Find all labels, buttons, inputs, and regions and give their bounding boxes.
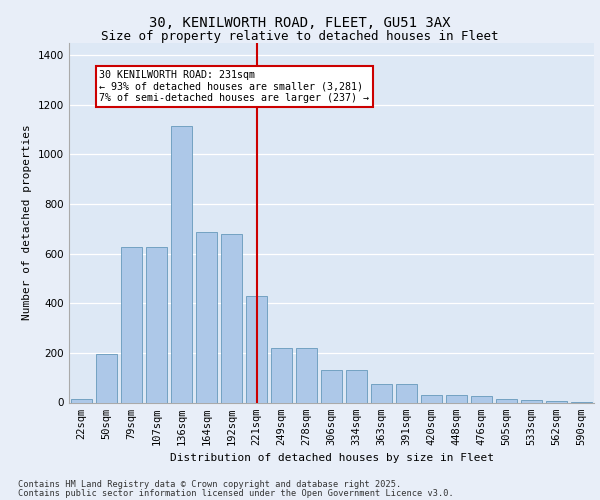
Text: 30 KENILWORTH ROAD: 231sqm
← 93% of detached houses are smaller (3,281)
7% of se: 30 KENILWORTH ROAD: 231sqm ← 93% of deta… — [99, 70, 369, 103]
Text: Size of property relative to detached houses in Fleet: Size of property relative to detached ho… — [101, 30, 499, 43]
Text: Contains public sector information licensed under the Open Government Licence v3: Contains public sector information licen… — [18, 488, 454, 498]
X-axis label: Distribution of detached houses by size in Fleet: Distribution of detached houses by size … — [170, 453, 493, 463]
Bar — [371, 384, 392, 402]
Bar — [446, 395, 467, 402]
Bar — [96, 354, 117, 403]
Bar — [196, 232, 217, 402]
Bar — [271, 348, 292, 403]
Bar — [496, 399, 517, 402]
Text: 30, KENILWORTH ROAD, FLEET, GU51 3AX: 30, KENILWORTH ROAD, FLEET, GU51 3AX — [149, 16, 451, 30]
Bar — [521, 400, 542, 402]
Bar — [421, 395, 442, 402]
Bar — [71, 399, 92, 402]
Bar — [296, 348, 317, 403]
Bar — [146, 248, 167, 402]
Bar — [221, 234, 242, 402]
Y-axis label: Number of detached properties: Number of detached properties — [22, 124, 32, 320]
Bar — [321, 370, 342, 402]
Bar — [246, 296, 267, 403]
Bar — [346, 370, 367, 402]
Bar — [471, 396, 492, 402]
Text: Contains HM Land Registry data © Crown copyright and database right 2025.: Contains HM Land Registry data © Crown c… — [18, 480, 401, 489]
Bar — [171, 126, 192, 402]
Bar — [121, 248, 142, 402]
Bar — [396, 384, 417, 402]
